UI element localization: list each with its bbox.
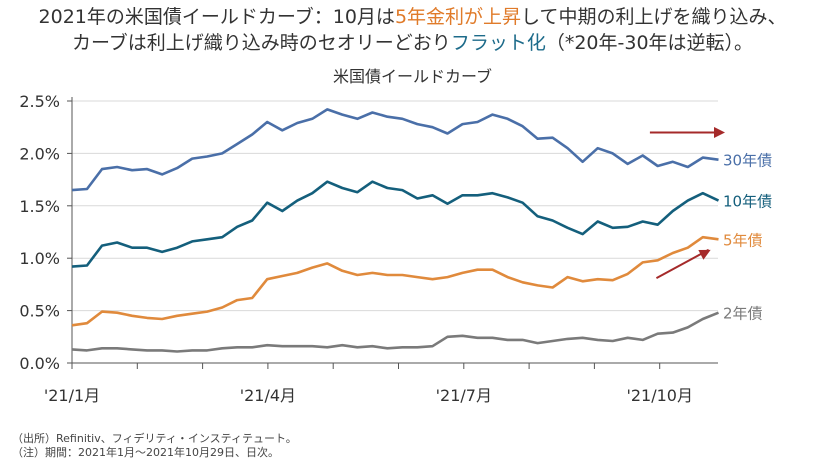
- arrow-head-icon: [714, 126, 725, 138]
- y-tick-label: 0.0%: [19, 354, 60, 373]
- series-line-10年債: [71, 180, 720, 268]
- series-label: 2年債: [723, 305, 763, 323]
- x-tick-label: '21/4月: [240, 386, 296, 405]
- series-line-2年債: [71, 311, 719, 353]
- headline-text: カーブは利上げ織り込み時のセオリーどおり: [71, 32, 451, 54]
- headline-text: 2021年の米国債イールドカーブ：10月は: [38, 6, 395, 28]
- y-tick-label: 1.0%: [19, 249, 60, 268]
- headline-highlight-5y: 5年金利が上昇: [394, 6, 522, 28]
- x-tick-label: '21/7月: [436, 386, 492, 405]
- footnote-period: （注）期間：2021年1月～2021年10月29日、日次。: [12, 446, 279, 459]
- footnote-source: （出所）Refinitiv、フィデリティ・インスティテュート。: [12, 432, 297, 445]
- y-tick-label: 1.5%: [19, 197, 60, 216]
- series-label: 10年債: [723, 193, 772, 211]
- series-line-30年債: [71, 108, 719, 192]
- series-line-5年債: [71, 235, 719, 327]
- series-lines: [71, 108, 720, 353]
- x-tick-label: '21/10月: [626, 386, 693, 405]
- gridlines: [67, 97, 718, 364]
- y-tick-label: 0.5%: [19, 302, 60, 321]
- series-label: 5年債: [723, 231, 763, 249]
- series-labels: 30年債 10年債 5年債 2年債: [723, 152, 772, 323]
- arrow-head-icon: [698, 249, 711, 260]
- headline-text: して中期の利上げを織り込み、: [521, 6, 787, 28]
- x-tick-label: '21/1月: [44, 386, 100, 405]
- series-label: 30年債: [723, 152, 772, 170]
- y-tick-label: 2.0%: [19, 144, 60, 163]
- annotations: [649, 126, 725, 279]
- headline-text: （*20年-30年は逆転）。: [545, 32, 754, 54]
- headline-highlight-flat: フラット化: [450, 32, 546, 54]
- y-tick-label: 2.5%: [19, 92, 60, 111]
- annotation-arrow-shaft: [655, 248, 710, 279]
- x-axis: '21/1月 '21/4月 '21/7月 '21/10月: [44, 362, 718, 405]
- y-tick-labels: 0.0% 0.5% 1.0% 1.5% 2.0% 2.5%: [19, 92, 60, 373]
- chart-title: 米国債イールドカーブ: [332, 67, 493, 86]
- headline-line-1: 2021年の米国債イールドカーブ：10月は5年金利が上昇して中期の利上げを織り込…: [0, 4, 825, 30]
- headline-line-2: カーブは利上げ織り込み時のセオリーどおりフラット化（*20年-30年は逆転）。: [0, 30, 825, 56]
